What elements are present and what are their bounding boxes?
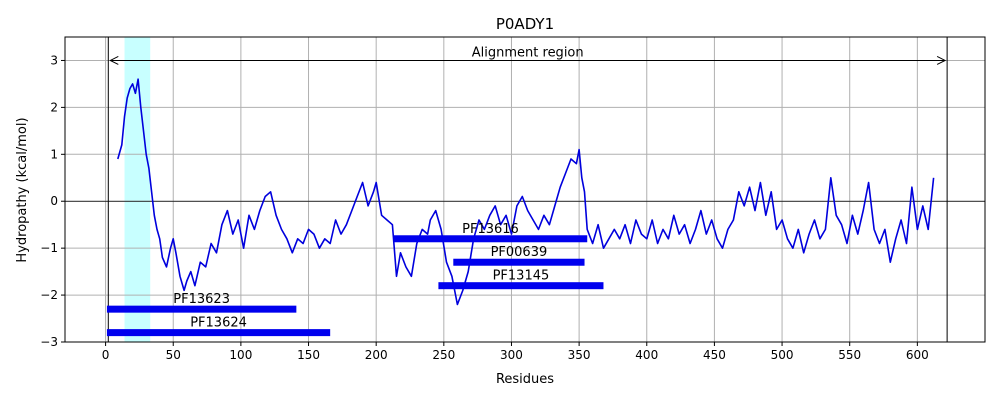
- domain-label-pf00639: PF00639: [491, 245, 548, 260]
- x-tick-label: 150: [297, 348, 320, 362]
- x-tick-label: 400: [635, 348, 658, 362]
- x-tick-label: 300: [500, 348, 523, 362]
- x-tick-label: 200: [365, 348, 388, 362]
- plot-frame: [64, 36, 986, 343]
- highlight-region: [124, 37, 151, 342]
- hydropathy-line: [117, 78, 935, 306]
- y-tick-label: −1: [40, 241, 58, 255]
- x-tick-label: 50: [166, 348, 181, 362]
- x-tick-label: 450: [703, 348, 726, 362]
- domain-label-pf13624: PF13624: [190, 316, 247, 331]
- domain-bar-pf00639: [453, 258, 585, 266]
- x-axis-label: Residues: [496, 372, 554, 387]
- domain-bar-pf13616: [393, 235, 588, 243]
- x-tick-label: 0: [102, 348, 110, 362]
- y-tick-label: 2: [50, 100, 58, 114]
- alignment-region-label: Alignment region: [472, 45, 584, 60]
- x-tick-label: 250: [432, 348, 455, 362]
- x-tick-label: 600: [906, 348, 929, 362]
- y-axis-label: Hydropathy (kcal/mol): [15, 117, 30, 262]
- x-tick-label: 100: [229, 348, 252, 362]
- domain-label-pf13623: PF13623: [173, 292, 230, 307]
- x-tick-label: 550: [838, 348, 861, 362]
- y-tick-label: −2: [40, 288, 58, 302]
- y-tick-label: 0: [50, 194, 58, 208]
- alignment-arrow-left-head: [109, 56, 119, 65]
- y-tick-label: 1: [50, 147, 58, 161]
- domain-label-pf13616: PF13616: [462, 222, 519, 237]
- y-tick-label: 3: [50, 53, 58, 67]
- x-tick-label: 500: [771, 348, 794, 362]
- alignment-arrow-right-head: [936, 56, 947, 65]
- domain-bar-pf13145: [438, 282, 604, 290]
- domain-bar-pf13624: [106, 329, 331, 337]
- domain-bar-pf13623: [106, 305, 297, 313]
- chart-title: P0ADY1: [496, 15, 554, 33]
- x-tick-label: 350: [568, 348, 591, 362]
- domain-label-pf13145: PF13145: [493, 269, 550, 284]
- y-tick-label: −3: [40, 335, 58, 349]
